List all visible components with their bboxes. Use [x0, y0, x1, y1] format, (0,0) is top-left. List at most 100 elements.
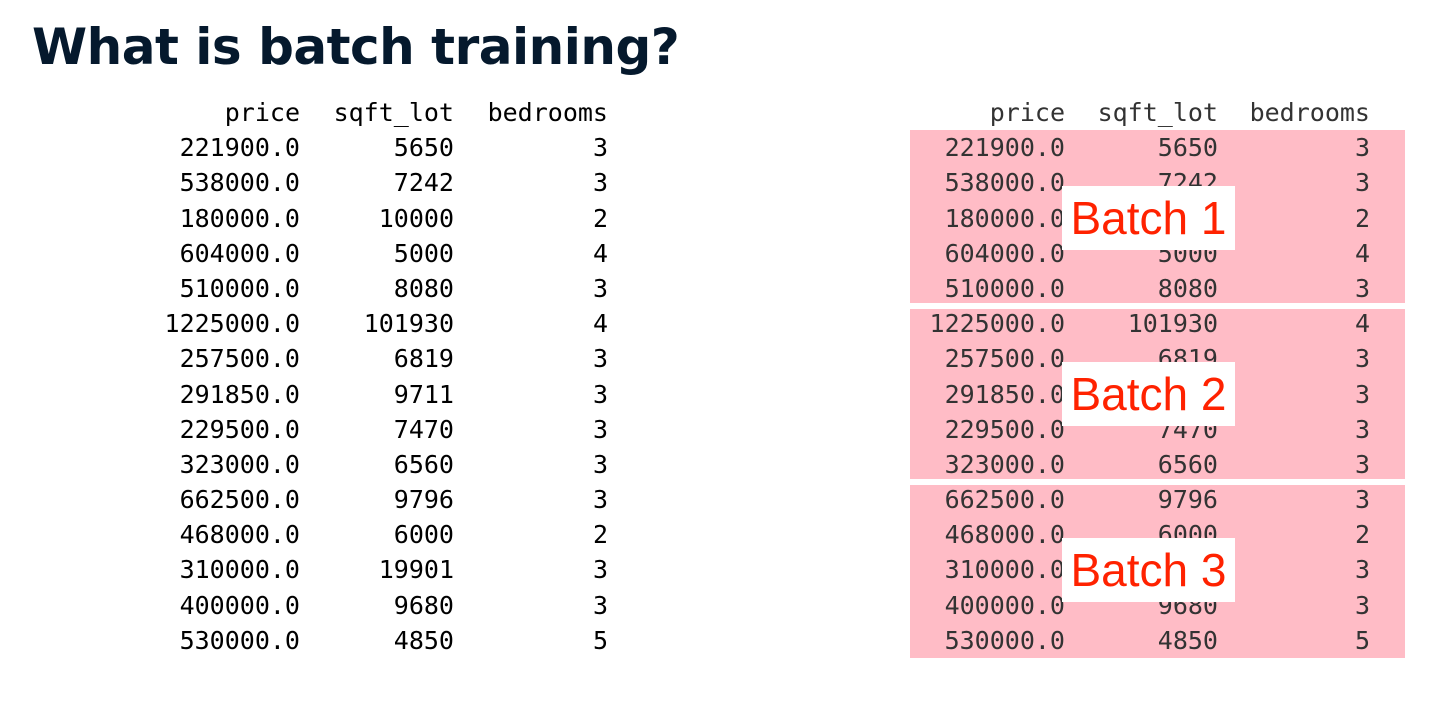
table-cell-sqft-lot: 6560 — [393, 449, 454, 479]
table-cell-price: 604000.0 — [179, 238, 300, 268]
table-cell-bedrooms: 3 — [592, 168, 608, 198]
table-row: 323000.0 6560 3 — [150, 447, 610, 482]
table-row: 530000.0 4850 5 — [910, 623, 1405, 658]
table-cell-sqft-lot: 6560 — [1157, 449, 1218, 479]
table-cell-price: 229500.0 — [179, 414, 300, 444]
table-cell-bedrooms: 2 — [592, 203, 608, 233]
column-header-price: price — [224, 98, 300, 127]
table-cell-price: 310000.0 — [944, 555, 1065, 585]
batched-data-table: price sqft_lot bedrooms 221900.0 5650 3 538000… — [910, 95, 1405, 659]
table-cell-price: 400000.0 — [179, 590, 300, 620]
batch-label-2: Batch 2 — [1062, 362, 1235, 427]
table-cell-price: 400000.0 — [944, 590, 1065, 620]
column-header-sqft-lot: sqft_lot — [333, 98, 454, 127]
table-cell-sqft-lot: 6819 — [393, 344, 454, 374]
table-cell-bedrooms: 4 — [592, 309, 608, 339]
table-cell-price: 1225000.0 — [164, 309, 300, 339]
table-row: 538000.0 7242 3 — [150, 165, 610, 200]
table-cell-bedrooms: 5 — [1354, 625, 1370, 655]
table-cell-bedrooms: 3 — [1354, 379, 1370, 409]
table-cell-price: 530000.0 — [179, 625, 300, 655]
table-cell-sqft-lot: 7242 — [393, 168, 454, 198]
table-cell-bedrooms: 3 — [1354, 449, 1370, 479]
column-header-bedrooms: bedrooms — [487, 98, 608, 127]
table-cell-bedrooms: 3 — [1354, 344, 1370, 374]
table-cell-sqft-lot: 5650 — [393, 133, 454, 163]
table-row: 1225000.0 101930 4 — [150, 306, 610, 341]
table-row: 310000.0 19901 3 — [150, 552, 610, 587]
table-row: 510000.0 8080 3 — [150, 271, 610, 306]
table-row: 180000.0 10000 2 — [150, 201, 610, 236]
table-cell-price: 291850.0 — [944, 379, 1065, 409]
table-row: 257500.0 6819 3 — [150, 341, 610, 376]
table-cell-bedrooms: 2 — [1354, 203, 1370, 233]
table-cell-price: 323000.0 — [944, 449, 1065, 479]
table-cell-sqft-lot: 6000 — [393, 520, 454, 550]
table-cell-bedrooms: 2 — [1354, 520, 1370, 550]
table-row: 468000.0 6000 2 — [150, 517, 610, 552]
table-cell-bedrooms: 4 — [1354, 309, 1370, 339]
table-cell-price: 221900.0 — [944, 133, 1065, 163]
table-cell-bedrooms: 3 — [592, 414, 608, 444]
table-cell-bedrooms: 3 — [1354, 555, 1370, 585]
table-cell-sqft-lot: 5000 — [393, 238, 454, 268]
table-row: 400000.0 9680 3 — [150, 588, 610, 623]
table-cell-sqft-lot: 101930 — [363, 309, 454, 339]
table-header: price sqft_lot bedrooms — [910, 95, 1405, 130]
table-cell-bedrooms: 3 — [1354, 273, 1370, 303]
table-cell-price: 530000.0 — [944, 625, 1065, 655]
table-cell-price: 291850.0 — [179, 379, 300, 409]
table-cell-bedrooms: 3 — [592, 273, 608, 303]
batch-label-3: Batch 3 — [1062, 538, 1235, 603]
table-cell-price: 604000.0 — [944, 238, 1065, 268]
table-cell-sqft-lot: 9680 — [393, 590, 454, 620]
table-row: 662500.0 9796 3 — [150, 482, 610, 517]
batch-label-1: Batch 1 — [1062, 186, 1235, 251]
table-cell-bedrooms: 5 — [592, 625, 608, 655]
table-cell-sqft-lot: 19901 — [378, 555, 454, 585]
table-cell-price: 538000.0 — [944, 168, 1065, 198]
table-cell-price: 662500.0 — [944, 485, 1065, 515]
table-row: 530000.0 4850 5 — [150, 623, 610, 658]
table-cell-bedrooms: 3 — [1354, 168, 1370, 198]
column-header-price: price — [989, 98, 1065, 127]
table-row: 604000.0 5000 4 — [150, 236, 610, 271]
table-row: 221900.0 5650 3 — [910, 130, 1405, 165]
table-row: 229500.0 7470 3 — [150, 412, 610, 447]
table-cell-sqft-lot: 101930 — [1127, 309, 1218, 339]
table-cell-price: 180000.0 — [944, 203, 1065, 233]
table-row: 1225000.0 101930 4 — [910, 306, 1405, 341]
table-cell-bedrooms: 3 — [592, 379, 608, 409]
table-cell-bedrooms: 3 — [1354, 414, 1370, 444]
table-cell-price: 221900.0 — [179, 133, 300, 163]
table-cell-bedrooms: 3 — [592, 449, 608, 479]
table-cell-sqft-lot: 8080 — [1157, 273, 1218, 303]
table-cell-price: 323000.0 — [179, 449, 300, 479]
table-cell-price: 310000.0 — [179, 555, 300, 585]
table-cell-bedrooms: 3 — [1354, 485, 1370, 515]
table-cell-price: 1225000.0 — [929, 309, 1065, 339]
table-cell-bedrooms: 3 — [592, 555, 608, 585]
table-cell-bedrooms: 4 — [592, 238, 608, 268]
column-header-sqft-lot: sqft_lot — [1097, 98, 1218, 127]
table-cell-price: 662500.0 — [179, 485, 300, 515]
table-cell-price: 180000.0 — [179, 203, 300, 233]
table-cell-price: 468000.0 — [944, 520, 1065, 550]
data-table: price sqft_lot bedrooms 221900.0 5650 3 538000… — [150, 95, 610, 658]
table-cell-bedrooms: 3 — [592, 590, 608, 620]
slide-title: What is batch training? — [32, 18, 680, 76]
table-cell-sqft-lot: 8080 — [393, 273, 454, 303]
table-cell-bedrooms: 3 — [1354, 590, 1370, 620]
table-cell-sqft-lot: 4850 — [1157, 625, 1218, 655]
table-cell-price: 468000.0 — [179, 520, 300, 550]
table-row: 662500.0 9796 3 — [910, 482, 1405, 517]
table-cell-price: 538000.0 — [179, 168, 300, 198]
table-cell-bedrooms: 2 — [592, 520, 608, 550]
table-cell-bedrooms: 3 — [592, 485, 608, 515]
table-cell-price: 510000.0 — [944, 273, 1065, 303]
table-cell-sqft-lot: 9711 — [393, 379, 454, 409]
table-cell-price: 257500.0 — [944, 344, 1065, 374]
table-cell-sqft-lot: 9796 — [393, 485, 454, 515]
table-row: 510000.0 8080 3 — [910, 271, 1405, 306]
table-cell-price: 257500.0 — [179, 344, 300, 374]
